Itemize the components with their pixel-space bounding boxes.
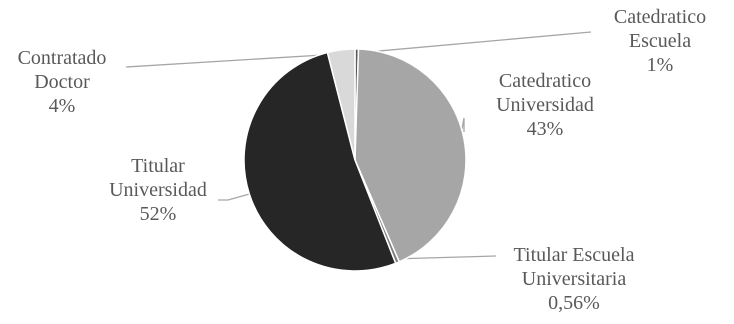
label-text: Universitaria [522,268,627,290]
leader-line-titular-escuela-universitaria [395,255,497,260]
leader-lines [125,31,592,260]
label-percent: 52% [140,203,177,225]
data-labels: Catedratico Escuela 1%Catedratico Universid… [18,6,707,314]
slice-catedratico-universidad [354,48,467,263]
label-percent: 0,56% [548,292,600,314]
label-titular-escuela-universitaria: Titular Escuela Universitaria 0,56% [514,244,635,314]
label-percent: 1% [647,54,674,76]
label-catedratico-universidad: Catedratico Universidad 43% [496,70,594,140]
label-text: Catedratico [499,70,591,92]
label-text: Universidad [496,94,594,116]
label-percent: 4% [49,95,76,117]
leader-line-catedratico-escuela [356,31,592,54]
label-percent: 43% [527,118,564,140]
leader-line-contratado-doctor [125,53,342,68]
slice-contratado-doctor [326,48,356,161]
label-text: Escuela [629,30,691,52]
label-text: Doctor [34,71,90,93]
label-catedratico-escuela: Catedratico Escuela 1% [614,6,706,76]
label-contratado-doctor: Contratado Doctor 4% [18,47,107,117]
leader-line-titular-universidad [218,192,254,201]
label-titular-universidad: Titular Universidad 52% [109,155,207,225]
slice-titular-universidad [243,51,397,272]
label-text: Titular [131,155,185,177]
label-text: Titular Escuela [514,244,635,266]
label-text: Universidad [109,179,207,201]
pie-slices [243,48,467,272]
label-text: Contratado [18,47,107,69]
label-text: Catedratico [614,6,706,28]
